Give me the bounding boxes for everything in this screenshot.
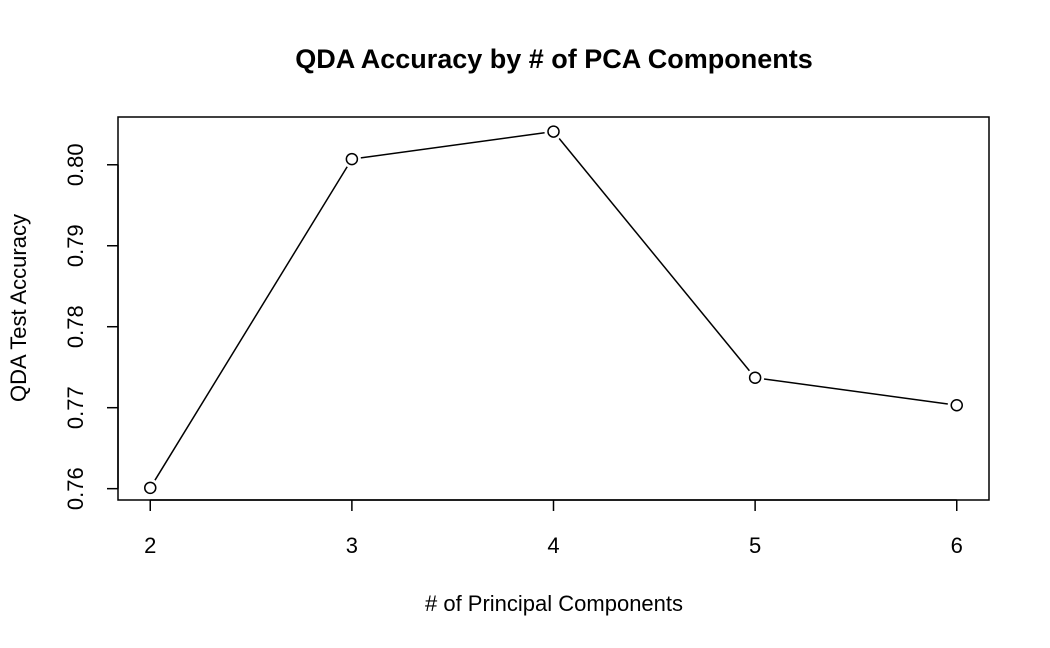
chart-title: QDA Accuracy by # of PCA Components [295, 44, 813, 74]
data-point [345, 152, 359, 166]
plot-frame [117, 116, 990, 501]
x-tick-label: 5 [749, 533, 761, 558]
x-tick-label: 2 [144, 533, 156, 558]
series-segment [558, 138, 750, 372]
data-point [950, 399, 963, 412]
series-points [144, 125, 963, 495]
data-point [144, 481, 157, 495]
y-axis-title: QDA Test Accuracy [6, 214, 31, 402]
data-point [547, 125, 560, 138]
x-tick-label: 3 [346, 533, 358, 558]
y-axis: 0.76 0.77 0.78 0.79 0.80 [63, 143, 119, 510]
x-tick-label: 6 [951, 533, 963, 558]
x-axis-title: # of Principal Components [425, 591, 683, 616]
x-axis: 2 3 4 5 6 [144, 499, 963, 558]
y-tick-label: 0.76 [63, 467, 88, 510]
y-tick-label: 0.78 [63, 305, 88, 348]
y-tick-label: 0.79 [63, 224, 88, 267]
data-point [748, 371, 762, 384]
series-segment [154, 166, 348, 481]
y-tick-label: 0.77 [63, 386, 88, 429]
series-segment [763, 378, 948, 405]
series-segment [360, 132, 545, 159]
x-tick-label: 4 [547, 533, 559, 558]
y-tick-label: 0.80 [63, 143, 88, 186]
series-line [154, 132, 948, 481]
